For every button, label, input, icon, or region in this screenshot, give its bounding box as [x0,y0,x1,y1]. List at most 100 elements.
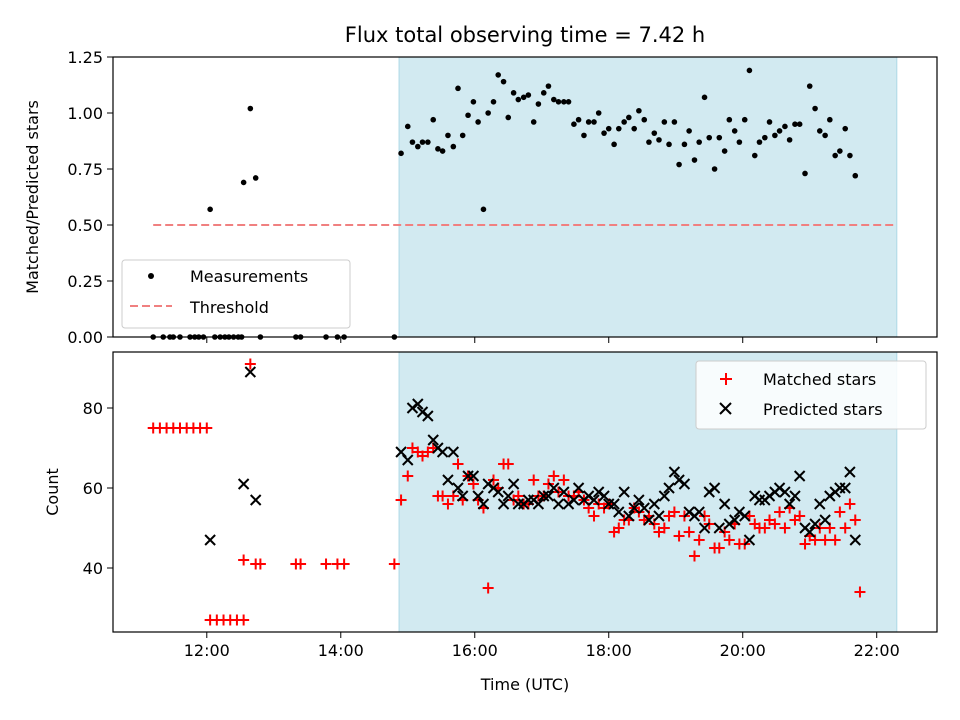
matched-stars-point [613,522,625,534]
predicted-stars-point [452,482,464,494]
measurement-point [806,83,813,89]
measurement-point [500,78,507,85]
measurement-point [776,128,783,134]
measurement-point [611,141,617,148]
matched-stars-point [829,534,841,546]
measurement-point [696,139,702,145]
matched-stars-point [854,586,866,598]
predicted-stars-point [572,482,585,494]
measurement-point [631,125,637,132]
predicted-stars-point [502,490,514,502]
matched-stars-point [844,498,856,510]
matched-stars-point [759,522,771,534]
measurement-point [475,119,481,125]
measurement-point [581,132,587,139]
y-tick-label: 40 [83,559,103,578]
measurement-point [726,116,733,123]
matched-stars-point [528,474,540,486]
matched-stars-point [839,522,851,534]
measurement-point [837,148,843,154]
predicted-stars-point [839,482,851,494]
measurement-point [480,206,487,213]
measurement-point [827,116,833,123]
measurement-point [495,72,502,78]
measurement-point [439,148,446,154]
measurement-point [515,96,522,103]
matched-stars-point [799,538,811,550]
measurement-point [398,150,404,157]
matched-stars-point [769,518,781,530]
bottom-y-ticks: 40 60 80 [83,399,113,578]
measurement-point [686,128,692,134]
measurement-point [540,90,547,96]
measurement-point [571,121,577,127]
predicted-stars-point [663,482,675,494]
predicted-stars-point [249,494,262,506]
measurement-point [459,132,466,139]
measurement-point [691,157,698,163]
measurement-point [455,85,461,92]
measurement-point [736,139,743,145]
predicted-stars-point [668,466,681,478]
predicted-stars-point [552,498,565,510]
measurement-point [450,143,457,150]
x-tick-label: 20:00 [720,641,766,660]
x-axis-label: Time (UTC) [480,675,569,694]
measurement-point [415,143,421,150]
matched-stars-point [658,522,670,534]
measurement-point [656,137,662,143]
top-panel: 0.00 0.25 0.50 0.75 1.00 1.25 Matched/Predict… [23,48,938,347]
measurement-point [565,99,572,105]
predicted-stars-point [588,494,600,506]
bottom-legend: Matched stars Predicted stars [695,360,927,430]
measurement-point [409,139,416,145]
predicted-stars-point [467,470,480,482]
measurement-point [520,94,527,101]
matched-stars-point [723,534,735,546]
bottom-axes-frame [112,351,938,633]
matched-stars-point [673,530,685,542]
measurement-point [661,119,668,125]
measurement-point [812,105,818,112]
measurement-point [445,132,451,139]
predicted-stars-point [507,478,520,490]
measurement-point [626,114,632,121]
measurement-point [641,116,648,123]
bottom-panel: 40 60 80 12:00 14:00 16:00 18:00 20:00 22:00 Co… [43,351,938,694]
measurement-point [676,161,682,168]
predicted-stars-point [542,490,555,502]
predicted-stars-point [628,502,640,514]
measurement-point [430,116,437,123]
predicted-stars-point [809,518,821,530]
y-tick-label: 1.25 [67,48,103,67]
measurement-point [816,128,823,134]
predicted-stars-point [436,446,449,458]
matched-stars-point [774,506,786,518]
predicted-stars-point [472,490,484,502]
measurement-point [585,119,592,125]
matched-stars-point [238,554,250,566]
predicted-stars-point [653,510,665,522]
matched-stars-point [834,506,846,518]
predicted-stars-point [456,490,469,502]
predicted-stars-point [548,482,560,494]
matched-stars-point [693,534,705,546]
legend-predicted-label: Predicted stars [763,400,883,419]
measurement-point [240,179,247,186]
predicted-stars-point [608,498,620,510]
predicted-stars-point [804,526,816,538]
measurement-point [591,119,597,125]
matched-stars-point [668,506,680,518]
matched-stars-point [238,614,250,626]
measurement-point [706,134,713,141]
chart-title: Flux total observing time = 7.42 h [345,23,705,47]
top-y-axis-label: Matched/Predicted stars [23,100,42,294]
measurement-point [490,99,497,105]
legend-measurements-label: Measurements [190,267,308,286]
measurement-point [404,123,411,130]
measurement-point [751,152,758,159]
predicted-stars-point [793,470,806,482]
legend-measurements-marker [148,273,154,279]
y-tick-label: 80 [83,399,103,418]
